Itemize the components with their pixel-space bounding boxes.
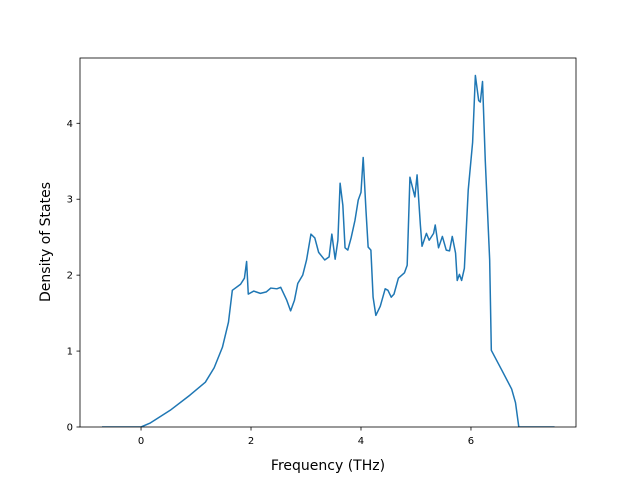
- y-tick-label: 2: [67, 271, 73, 282]
- line-series: [102, 74, 555, 427]
- y-axis-label: Density of States: [38, 182, 54, 302]
- x-tick-label: 0: [138, 436, 144, 447]
- y-tick-label: 0: [67, 423, 73, 434]
- x-tick-label: 2: [248, 436, 254, 447]
- y-tick-label: 4: [67, 119, 73, 130]
- plot-frame: [79, 57, 577, 428]
- x-tick-label: 6: [468, 436, 474, 447]
- x-tick-label: 4: [358, 436, 364, 447]
- y-tick-label: 1: [67, 347, 73, 358]
- y-tick-label: 3: [67, 195, 73, 206]
- x-axis-label: Frequency (THz): [271, 458, 385, 474]
